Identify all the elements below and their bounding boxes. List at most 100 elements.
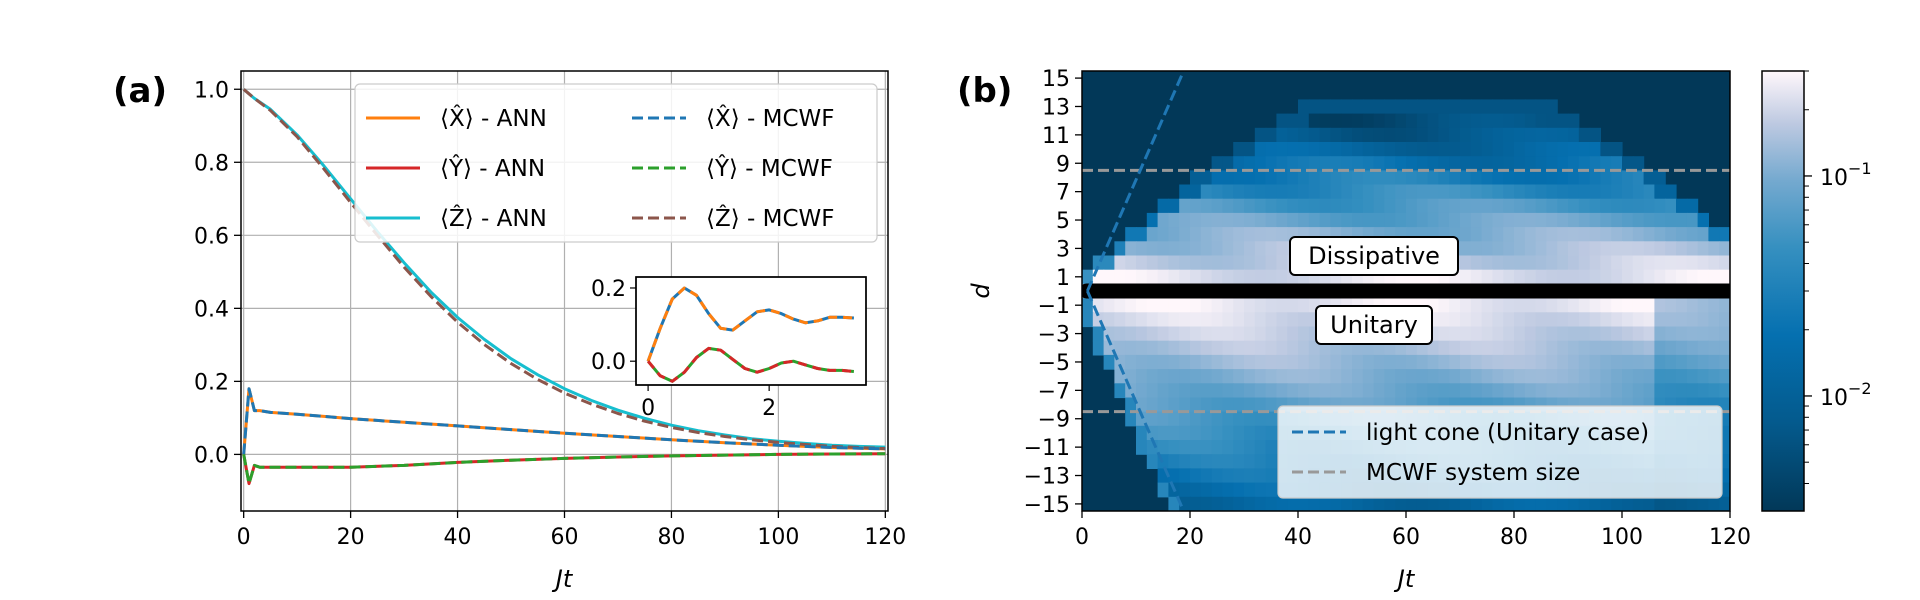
heatmap-cell [1244,454,1256,469]
heatmap-cell [1438,298,1450,313]
heatmap-cell [1244,468,1256,484]
x-tick-label: 100 [757,525,799,550]
heatmap-cell [1179,397,1191,413]
heatmap-cell [1200,482,1213,498]
heatmap-cell [1546,326,1558,342]
heatmap-cell [1157,440,1169,455]
heatmap-cell [1578,340,1591,356]
heatmap-cell [1190,397,1202,413]
legend-label-mcwf-size: MCWF system size [1366,460,1580,486]
x-tick-label: 80 [1500,525,1528,550]
heatmap-cell [1524,312,1537,328]
heatmap-cell [1460,496,1472,511]
heatmap-cell [1654,255,1666,271]
heatmap-cell [1503,156,1515,171]
heatmap-cell [1460,142,1472,157]
panel-a-x-label: Jt [552,565,574,593]
heatmap-cell [1719,397,1730,413]
heatmap-cell [1481,156,1493,171]
heatmap-cell [1503,142,1515,157]
heatmap-cell [1492,127,1504,143]
heatmap-cell [1265,127,1277,143]
heatmap-cell [1524,198,1537,214]
heatmap-cell [1276,298,1288,313]
heatmap-cell [1276,127,1288,143]
colorbar-tick-label: 10−2 [1820,379,1872,411]
heatmap-cell [1449,113,1461,129]
heatmap-cell [1114,369,1126,384]
heatmap-cell [1481,397,1493,413]
heatmap-cell [1632,496,1645,511]
heatmap-cell [1276,340,1288,356]
heatmap-cell [1190,354,1202,370]
colorbar: 10−1 10−2 [1761,70,1872,512]
heatmap-cell [1524,99,1537,115]
heatmap-cell [1492,99,1504,115]
heatmap-cell [1600,142,1612,157]
heatmap-cell [1438,156,1450,171]
heatmap-cell [1200,227,1213,242]
heatmap-cell [1600,298,1612,313]
unitary-label-box: Unitary [1315,305,1433,345]
heatmap-cell [1719,269,1730,285]
heatmap-cell [1254,184,1267,200]
heatmap-cell [1319,212,1331,228]
heatmap-cell [1492,383,1504,399]
heatmap-cell [1384,340,1396,356]
heatmap-cell [1406,212,1418,228]
heatmap-cell [1481,312,1493,328]
heatmap-cell [1524,113,1537,129]
heatmap-cell [1222,425,1234,441]
heatmap-cell [1546,269,1558,285]
heatmap-cell [1686,340,1699,356]
heatmap-cell [1179,326,1191,342]
heatmap-cell [1416,227,1429,242]
heatmap-cell [1211,482,1223,498]
heatmap-cell [1244,369,1256,384]
heatmap-cell [1654,170,1666,186]
heatmap-cell [1179,369,1191,384]
heatmap-cell [1384,227,1396,242]
heatmap-cell [1470,496,1483,511]
heatmap-cell [1492,227,1504,242]
heatmap-cell [1233,369,1245,384]
heatmap-cell [1308,298,1321,313]
heatmap-cell [1103,326,1115,342]
heatmap-cell [1146,298,1159,313]
heatmap-cell [1265,397,1277,413]
heatmap-cell [1125,298,1137,313]
heatmap-cell [1200,340,1213,356]
heatmap-cell [1254,156,1267,171]
heatmap-cell [1481,184,1493,200]
heatmap-cell [1298,326,1310,342]
heatmap-cell [1589,340,1601,356]
heatmap-cell [1211,298,1223,313]
heatmap-cell [1557,127,1569,143]
heatmap-cell [1611,269,1623,285]
heatmap-cell [1244,269,1256,285]
heatmap-cell [1600,255,1612,271]
heatmap-cell [1384,212,1396,228]
heatmap-cell [1535,298,1547,313]
heatmap-cell [1578,255,1591,271]
heatmap-cell [1697,298,1709,313]
heatmap-cell [1546,298,1558,313]
unitary-box [1315,305,1433,345]
heatmap-cell [1254,340,1267,356]
heatmap-cell [1190,496,1202,511]
heatmap-cell [1298,298,1310,313]
heatmap-cell [1708,383,1720,399]
heatmap-cell [1600,156,1612,171]
heatmap-cell [1427,212,1439,228]
heatmap-cell [1546,340,1558,356]
heatmap-cell [1481,212,1493,228]
panel-a-series [242,88,886,486]
heatmap-cell [1589,127,1601,143]
heatmap-cell [1719,255,1730,271]
heatmap-cell [1492,142,1504,157]
heatmap-cell [1708,354,1720,370]
y-tick-label: 1 [1056,266,1070,291]
heatmap-cell [1492,326,1504,342]
heatmap-cell [1503,383,1515,399]
